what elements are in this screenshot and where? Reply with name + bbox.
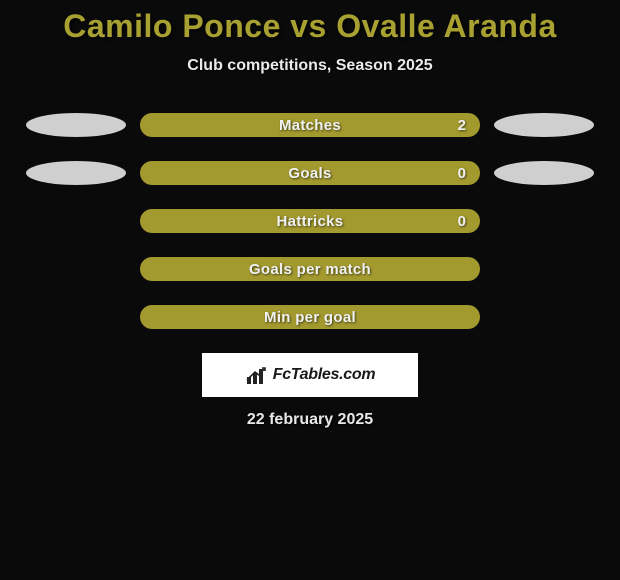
logo-text: FcTables.com bbox=[273, 366, 376, 384]
stat-bar: Hattricks 0 bbox=[140, 209, 480, 233]
stat-bar: Goals 0 bbox=[140, 161, 480, 185]
stat-label: Goals bbox=[288, 165, 331, 182]
left-indicator-ellipse bbox=[26, 161, 126, 185]
stat-bar: Matches 2 bbox=[140, 113, 480, 137]
stat-value: 0 bbox=[458, 165, 466, 182]
stat-bar: Min per goal bbox=[140, 305, 480, 329]
comparison-card: Camilo Ponce vs Ovalle Aranda Club compe… bbox=[0, 0, 620, 429]
stat-row-goals: Goals 0 bbox=[0, 161, 620, 185]
stat-row-min-per-goal: Min per goal bbox=[0, 305, 620, 329]
source-logo: FcTables.com bbox=[202, 353, 418, 397]
logo-inner: FcTables.com bbox=[245, 366, 376, 384]
page-title: Camilo Ponce vs Ovalle Aranda bbox=[0, 8, 620, 45]
left-indicator-ellipse bbox=[26, 113, 126, 137]
right-indicator-ellipse bbox=[494, 113, 594, 137]
date-label: 22 february 2025 bbox=[0, 411, 620, 429]
stat-value: 2 bbox=[458, 117, 466, 134]
stat-row-goals-per-match: Goals per match bbox=[0, 257, 620, 281]
right-indicator-ellipse bbox=[494, 161, 594, 185]
stat-row-hattricks: Hattricks 0 bbox=[0, 209, 620, 233]
stat-row-matches: Matches 2 bbox=[0, 113, 620, 137]
bar-chart-icon bbox=[245, 366, 267, 384]
stat-label: Min per goal bbox=[264, 309, 356, 326]
stat-bar: Goals per match bbox=[140, 257, 480, 281]
stat-label: Matches bbox=[279, 117, 341, 134]
stat-label: Goals per match bbox=[249, 261, 371, 278]
subtitle: Club competitions, Season 2025 bbox=[0, 57, 620, 75]
stat-value: 0 bbox=[458, 213, 466, 230]
stat-label: Hattricks bbox=[277, 213, 344, 230]
